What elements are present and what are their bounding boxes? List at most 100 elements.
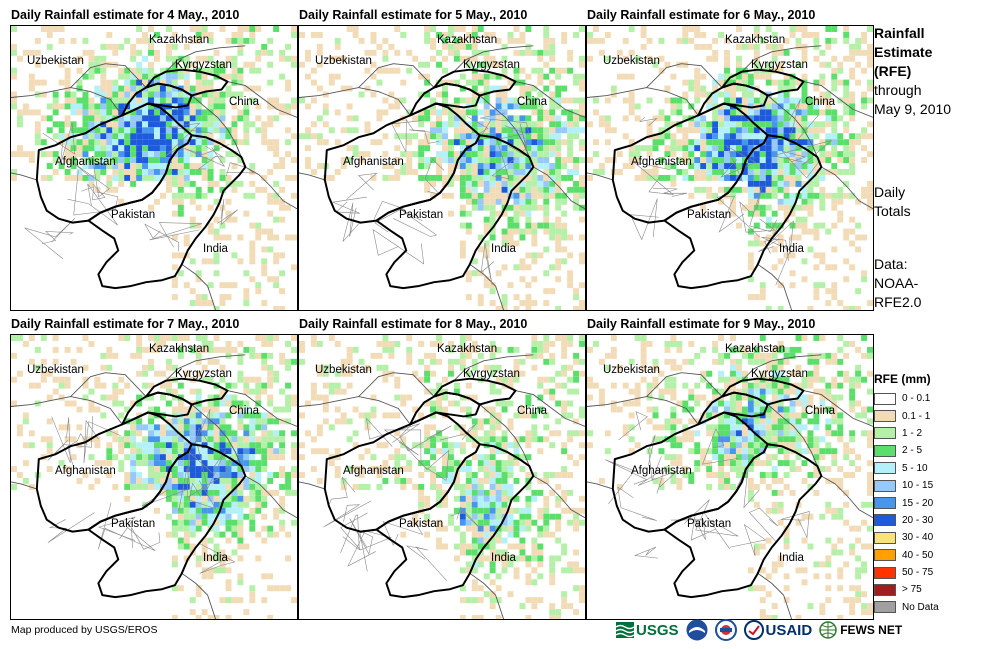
province-border bbox=[141, 467, 191, 512]
rain-cell bbox=[801, 228, 808, 235]
rain-cell bbox=[813, 358, 820, 365]
rain-cell bbox=[477, 507, 484, 514]
rain-cell bbox=[634, 335, 641, 341]
rain-cell bbox=[424, 513, 431, 520]
rain-cell bbox=[177, 352, 184, 359]
rain-cell bbox=[724, 145, 730, 152]
rain-cell bbox=[106, 121, 113, 128]
rain-cell bbox=[730, 430, 736, 437]
rain-cell bbox=[459, 97, 466, 104]
rain-cell bbox=[831, 139, 838, 146]
rain-cell bbox=[495, 73, 502, 80]
rain-cell bbox=[537, 525, 544, 532]
rain-cell bbox=[604, 127, 611, 134]
rain-cell bbox=[501, 525, 508, 532]
rain-cell bbox=[831, 406, 838, 413]
rain-cell bbox=[537, 133, 544, 140]
rain-cell bbox=[735, 145, 742, 152]
rain-cell bbox=[189, 448, 196, 455]
rain-cell bbox=[507, 513, 514, 520]
rain-cell bbox=[459, 115, 466, 122]
rain-cell bbox=[783, 430, 790, 437]
rain-cell bbox=[489, 352, 496, 359]
rain-cell bbox=[46, 31, 53, 38]
rain-cell bbox=[682, 151, 689, 158]
rain-cell bbox=[477, 531, 484, 538]
rain-cell bbox=[16, 335, 23, 341]
rain-cell bbox=[207, 537, 214, 544]
rain-cell bbox=[124, 406, 131, 413]
rain-cell bbox=[819, 282, 826, 289]
rain-cell bbox=[231, 507, 238, 514]
rain-cell bbox=[700, 346, 707, 353]
rain-cell bbox=[136, 472, 143, 478]
rain-cell bbox=[712, 79, 719, 86]
rain-cell bbox=[861, 91, 868, 98]
rain-cell bbox=[519, 210, 526, 217]
rain-cell bbox=[243, 495, 250, 502]
rain-cell bbox=[430, 180, 437, 187]
rain-cell bbox=[424, 400, 431, 407]
rain-cell bbox=[861, 103, 868, 110]
rain-cell bbox=[771, 49, 778, 56]
rain-cell bbox=[753, 43, 760, 50]
rain-cell bbox=[231, 477, 238, 484]
rain-cell bbox=[189, 454, 196, 461]
rain-cell bbox=[513, 412, 520, 419]
rain-cell bbox=[489, 157, 496, 164]
rain-cell bbox=[255, 49, 262, 56]
country-border bbox=[358, 372, 435, 397]
rain-cell bbox=[400, 454, 407, 461]
rain-cell bbox=[489, 168, 496, 175]
rain-cell bbox=[573, 186, 580, 193]
rain-cell bbox=[118, 157, 125, 164]
rain-cell bbox=[453, 37, 460, 44]
rain-cell bbox=[316, 340, 323, 347]
rain-cell bbox=[783, 406, 790, 413]
rain-cell bbox=[537, 79, 544, 86]
rain-cell bbox=[189, 418, 196, 425]
rain-cell bbox=[267, 448, 274, 455]
rain-cell bbox=[555, 157, 562, 164]
rain-cell bbox=[154, 127, 160, 134]
rain-cell bbox=[741, 127, 748, 134]
rain-cell bbox=[189, 288, 196, 295]
rain-cell bbox=[579, 442, 585, 449]
rain-cell bbox=[525, 294, 532, 301]
rain-cell bbox=[130, 115, 137, 122]
rain-cell bbox=[148, 85, 154, 92]
rain-cell bbox=[801, 73, 808, 80]
rain-cell bbox=[753, 222, 760, 229]
rain-cell bbox=[124, 127, 131, 134]
rain-cell bbox=[364, 121, 371, 128]
rain-cell bbox=[376, 442, 383, 449]
rain-cell bbox=[543, 346, 550, 353]
rain-cell bbox=[730, 145, 736, 152]
rain-cell bbox=[747, 85, 754, 92]
rain-cell bbox=[825, 442, 832, 449]
rain-cell bbox=[670, 424, 677, 431]
rain-cell bbox=[730, 198, 736, 205]
rain-cell bbox=[525, 472, 532, 478]
rain-cell bbox=[573, 157, 580, 164]
rain-cell bbox=[388, 370, 395, 377]
rain-cell bbox=[777, 180, 784, 187]
rain-cell bbox=[561, 222, 568, 229]
rain-cell bbox=[783, 460, 790, 467]
rain-cell bbox=[706, 448, 713, 455]
rain-cell bbox=[567, 567, 574, 574]
rain-cell bbox=[237, 406, 244, 413]
rain-cell bbox=[304, 55, 311, 62]
rain-cell bbox=[299, 358, 305, 365]
rain-cell bbox=[159, 472, 166, 478]
rain-cell bbox=[130, 151, 137, 158]
rain-cell bbox=[801, 180, 808, 187]
rain-cell bbox=[88, 145, 95, 152]
rain-cell bbox=[213, 436, 220, 443]
rain-cell bbox=[549, 174, 556, 181]
rain-cell bbox=[831, 282, 838, 289]
rain-cell bbox=[88, 121, 95, 128]
rain-cell bbox=[587, 31, 593, 38]
rain-cell bbox=[837, 436, 844, 443]
rain-cell bbox=[142, 79, 149, 86]
